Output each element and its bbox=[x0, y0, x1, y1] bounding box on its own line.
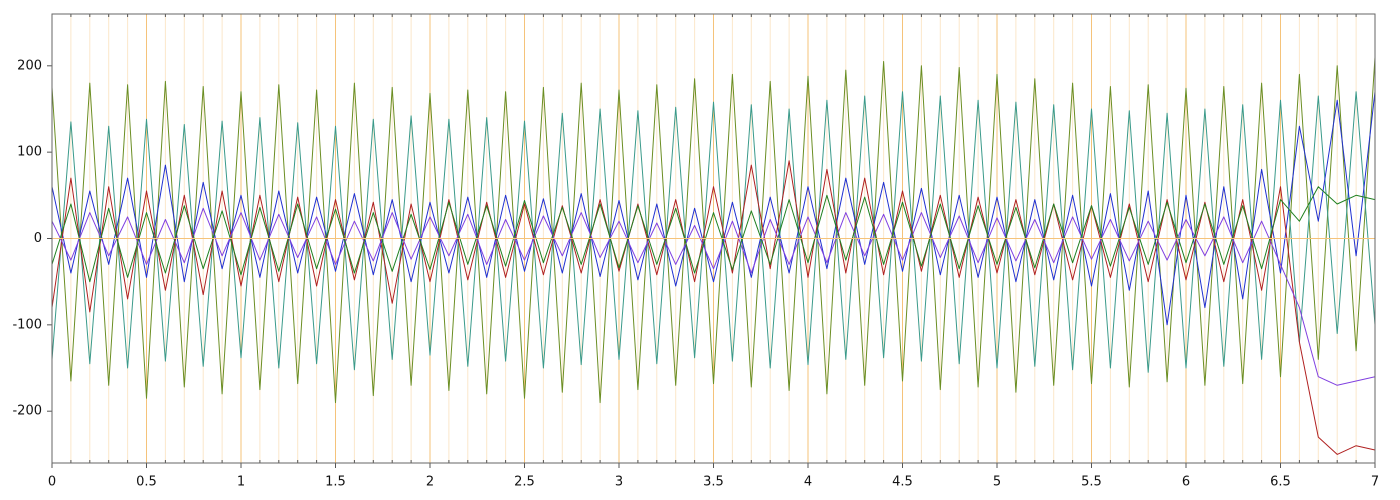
x-tick-label: 1 bbox=[237, 475, 245, 490]
y-tick-label: 100 bbox=[17, 145, 42, 160]
x-tick-label: 3 bbox=[615, 475, 623, 490]
x-tick-label: 2.5 bbox=[514, 475, 535, 490]
x-tick-label: 5 bbox=[993, 475, 1001, 490]
signal-line bbox=[51, 160, 1376, 455]
x-tick-label: 0 bbox=[48, 475, 56, 490]
x-tick-label: 4 bbox=[804, 475, 812, 490]
y-tick-label: 200 bbox=[17, 58, 42, 73]
x-tick-label: 6.5 bbox=[1270, 475, 1291, 490]
x-tick-label: 7 bbox=[1371, 475, 1379, 490]
plot-frame bbox=[51, 13, 1376, 464]
x-tick-label: 5.5 bbox=[1081, 475, 1102, 490]
y-tick-label: -200 bbox=[12, 404, 42, 419]
signal-line bbox=[51, 57, 1376, 404]
x-tick-label: 2 bbox=[426, 475, 434, 490]
signal-line bbox=[51, 207, 1376, 386]
y-tick-label: -100 bbox=[12, 317, 42, 332]
x-tick-label: 4.5 bbox=[892, 475, 913, 490]
y-tick-label: 0 bbox=[34, 231, 42, 246]
signal-line bbox=[51, 91, 1376, 326]
x-tick-label: 1.5 bbox=[325, 475, 346, 490]
x-tick-label: 6 bbox=[1182, 475, 1190, 490]
x-tick-label: 3.5 bbox=[703, 475, 724, 490]
signal-line bbox=[51, 91, 1376, 373]
signal-line bbox=[51, 186, 1376, 283]
x-tick-label: 0.5 bbox=[136, 475, 157, 490]
